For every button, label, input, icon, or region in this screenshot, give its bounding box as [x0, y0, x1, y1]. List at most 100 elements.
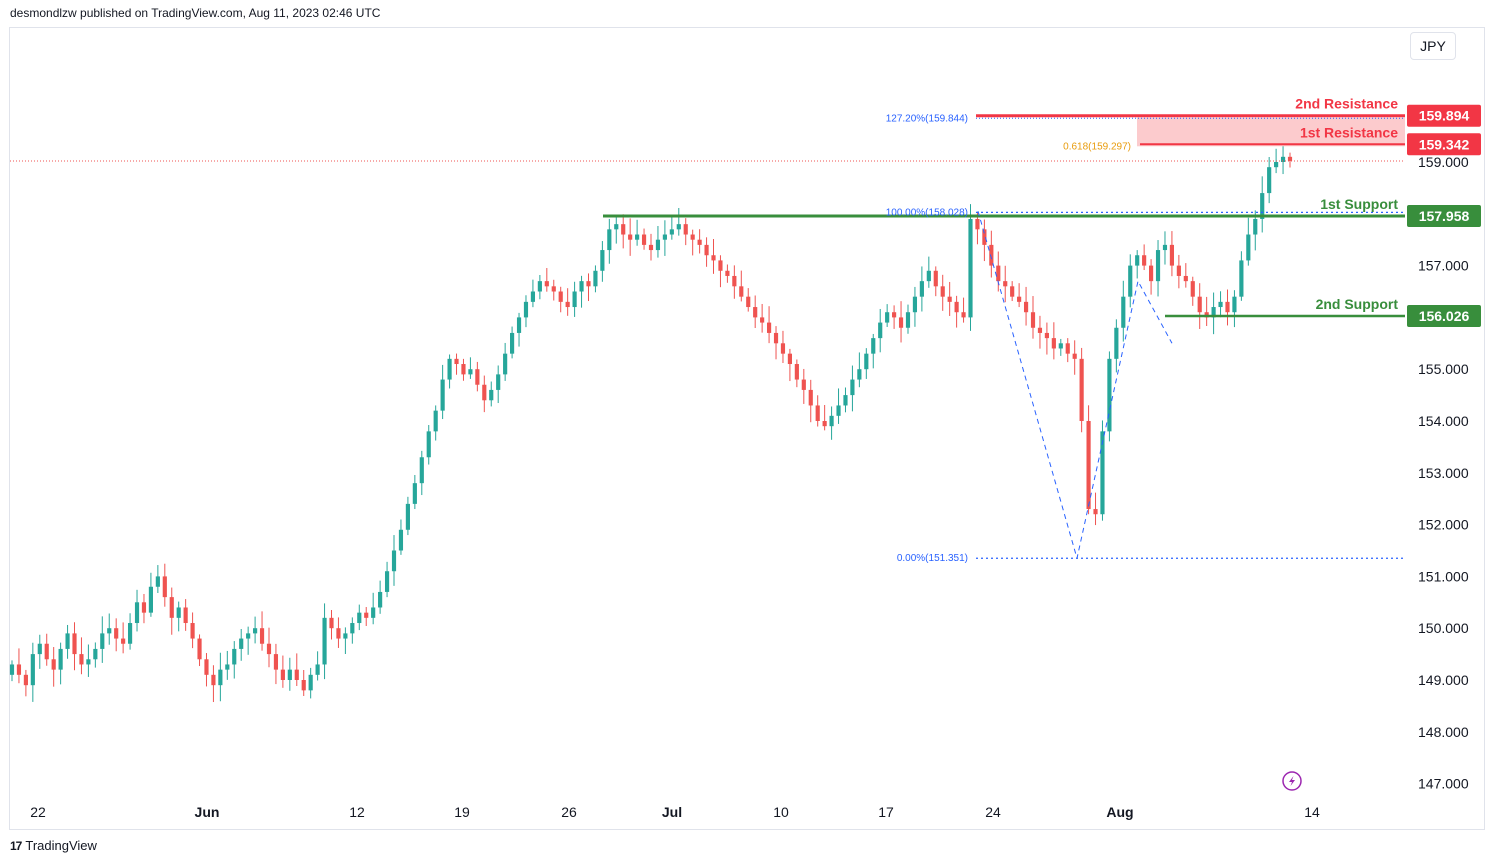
- candle-body: [1169, 244, 1175, 266]
- candle-body: [391, 550, 397, 572]
- candle-body: [16, 664, 22, 675]
- y-tick-label: 148.000: [1418, 724, 1469, 740]
- candle-body: [975, 218, 980, 230]
- candle-body: [301, 680, 306, 691]
- candle-body: [690, 234, 695, 240]
- annotation-layer: 127.20%(159.844) 0.618(159.297) 100.00%(15…: [10, 96, 1405, 564]
- candle-body: [766, 322, 772, 333]
- candle-body: [141, 602, 147, 613]
- lightning-icon[interactable]: [1282, 771, 1302, 791]
- candle-body: [551, 286, 556, 292]
- candle-body: [378, 591, 383, 608]
- candle-body: [1155, 250, 1161, 282]
- y-tick-label: 154.000: [1418, 413, 1469, 429]
- candle-body: [1030, 312, 1036, 328]
- candle-body: [107, 628, 112, 634]
- candle-body: [489, 389, 494, 401]
- fib-label: 0.00%(151.351): [897, 553, 968, 564]
- x-tick-label: 12: [349, 804, 365, 820]
- price-tag: [1407, 104, 1481, 127]
- candle-body: [1239, 260, 1244, 297]
- x-tick-label: 17: [878, 804, 894, 820]
- candle-body: [697, 239, 702, 245]
- candle-body: [37, 643, 42, 655]
- candle-body: [801, 379, 806, 390]
- candle-body: [1128, 265, 1133, 297]
- candle-body: [1142, 255, 1147, 266]
- candle-body: [648, 244, 654, 251]
- candle-body: [864, 353, 869, 370]
- price-tag: [1407, 204, 1481, 227]
- candle-body: [232, 648, 237, 665]
- candle-body: [86, 659, 91, 665]
- candle-body: [711, 255, 716, 261]
- tradingview-brand[interactable]: 17 TradingView: [10, 838, 97, 853]
- candle-body: [607, 229, 612, 251]
- candle-body: [162, 576, 167, 598]
- candle-body: [961, 312, 966, 318]
- candle-body: [662, 234, 667, 240]
- candle-body: [440, 379, 445, 411]
- candle-body: [516, 317, 522, 333]
- candle-body: [669, 229, 674, 235]
- x-tick-label: Aug: [1106, 804, 1133, 820]
- candle-body: [287, 669, 292, 680]
- candle-body: [746, 296, 751, 308]
- candle-body: [1253, 218, 1258, 235]
- brand-name: TradingView: [25, 838, 97, 853]
- candle-body: [294, 669, 299, 680]
- price-tag: [1407, 133, 1481, 156]
- candle-body: [655, 239, 661, 251]
- candle-body: [1058, 343, 1063, 349]
- candle-body: [510, 332, 515, 354]
- candle-body: [1197, 296, 1202, 313]
- candle-body: [794, 364, 799, 380]
- candle-body: [1225, 301, 1230, 313]
- candle-body: [225, 664, 230, 670]
- candle-body: [933, 270, 938, 287]
- x-tick-label: Jun: [195, 804, 220, 820]
- candle-body: [857, 369, 862, 380]
- candle-body: [454, 358, 459, 365]
- candle-body: [426, 431, 431, 458]
- candle-body: [357, 612, 362, 624]
- candle-body: [329, 617, 334, 629]
- currency-button[interactable]: JPY: [1410, 32, 1456, 60]
- candle-body: [315, 664, 320, 675]
- fib-label: 100.00%(158.028): [886, 207, 968, 218]
- candle-body: [322, 617, 327, 665]
- candle-body: [1274, 162, 1279, 168]
- candle-body: [503, 353, 508, 375]
- candle-body: [148, 586, 153, 613]
- candle-body: [246, 633, 251, 639]
- candle-body: [572, 291, 577, 308]
- candle-body: [350, 623, 355, 634]
- candle-body: [72, 633, 77, 655]
- candle-body: [204, 659, 209, 675]
- fib-label: 0.618(159.297): [1063, 142, 1131, 153]
- candle-body: [239, 638, 244, 649]
- candle-body: [134, 602, 140, 624]
- candle-body: [683, 224, 688, 235]
- candle-body: [155, 576, 160, 587]
- candle-body: [600, 250, 605, 271]
- candle-body: [912, 296, 918, 313]
- candle-body: [266, 643, 272, 655]
- candle-body: [558, 291, 563, 302]
- candle-body: [732, 275, 737, 287]
- candle-body: [1183, 275, 1188, 282]
- candle-body: [739, 286, 744, 297]
- candle-body: [259, 628, 265, 644]
- candle-body: [447, 358, 452, 380]
- candle-body: [1280, 156, 1286, 162]
- candle-body: [815, 405, 820, 421]
- candle-body: [871, 338, 876, 354]
- candle-body: [280, 669, 285, 680]
- candle-body: [343, 633, 348, 639]
- candle-body: [127, 623, 133, 644]
- chart-frame: [9, 27, 1485, 830]
- candle-body: [1246, 234, 1251, 261]
- candle-body: [773, 332, 779, 344]
- y-tick-label: 153.000: [1418, 465, 1469, 481]
